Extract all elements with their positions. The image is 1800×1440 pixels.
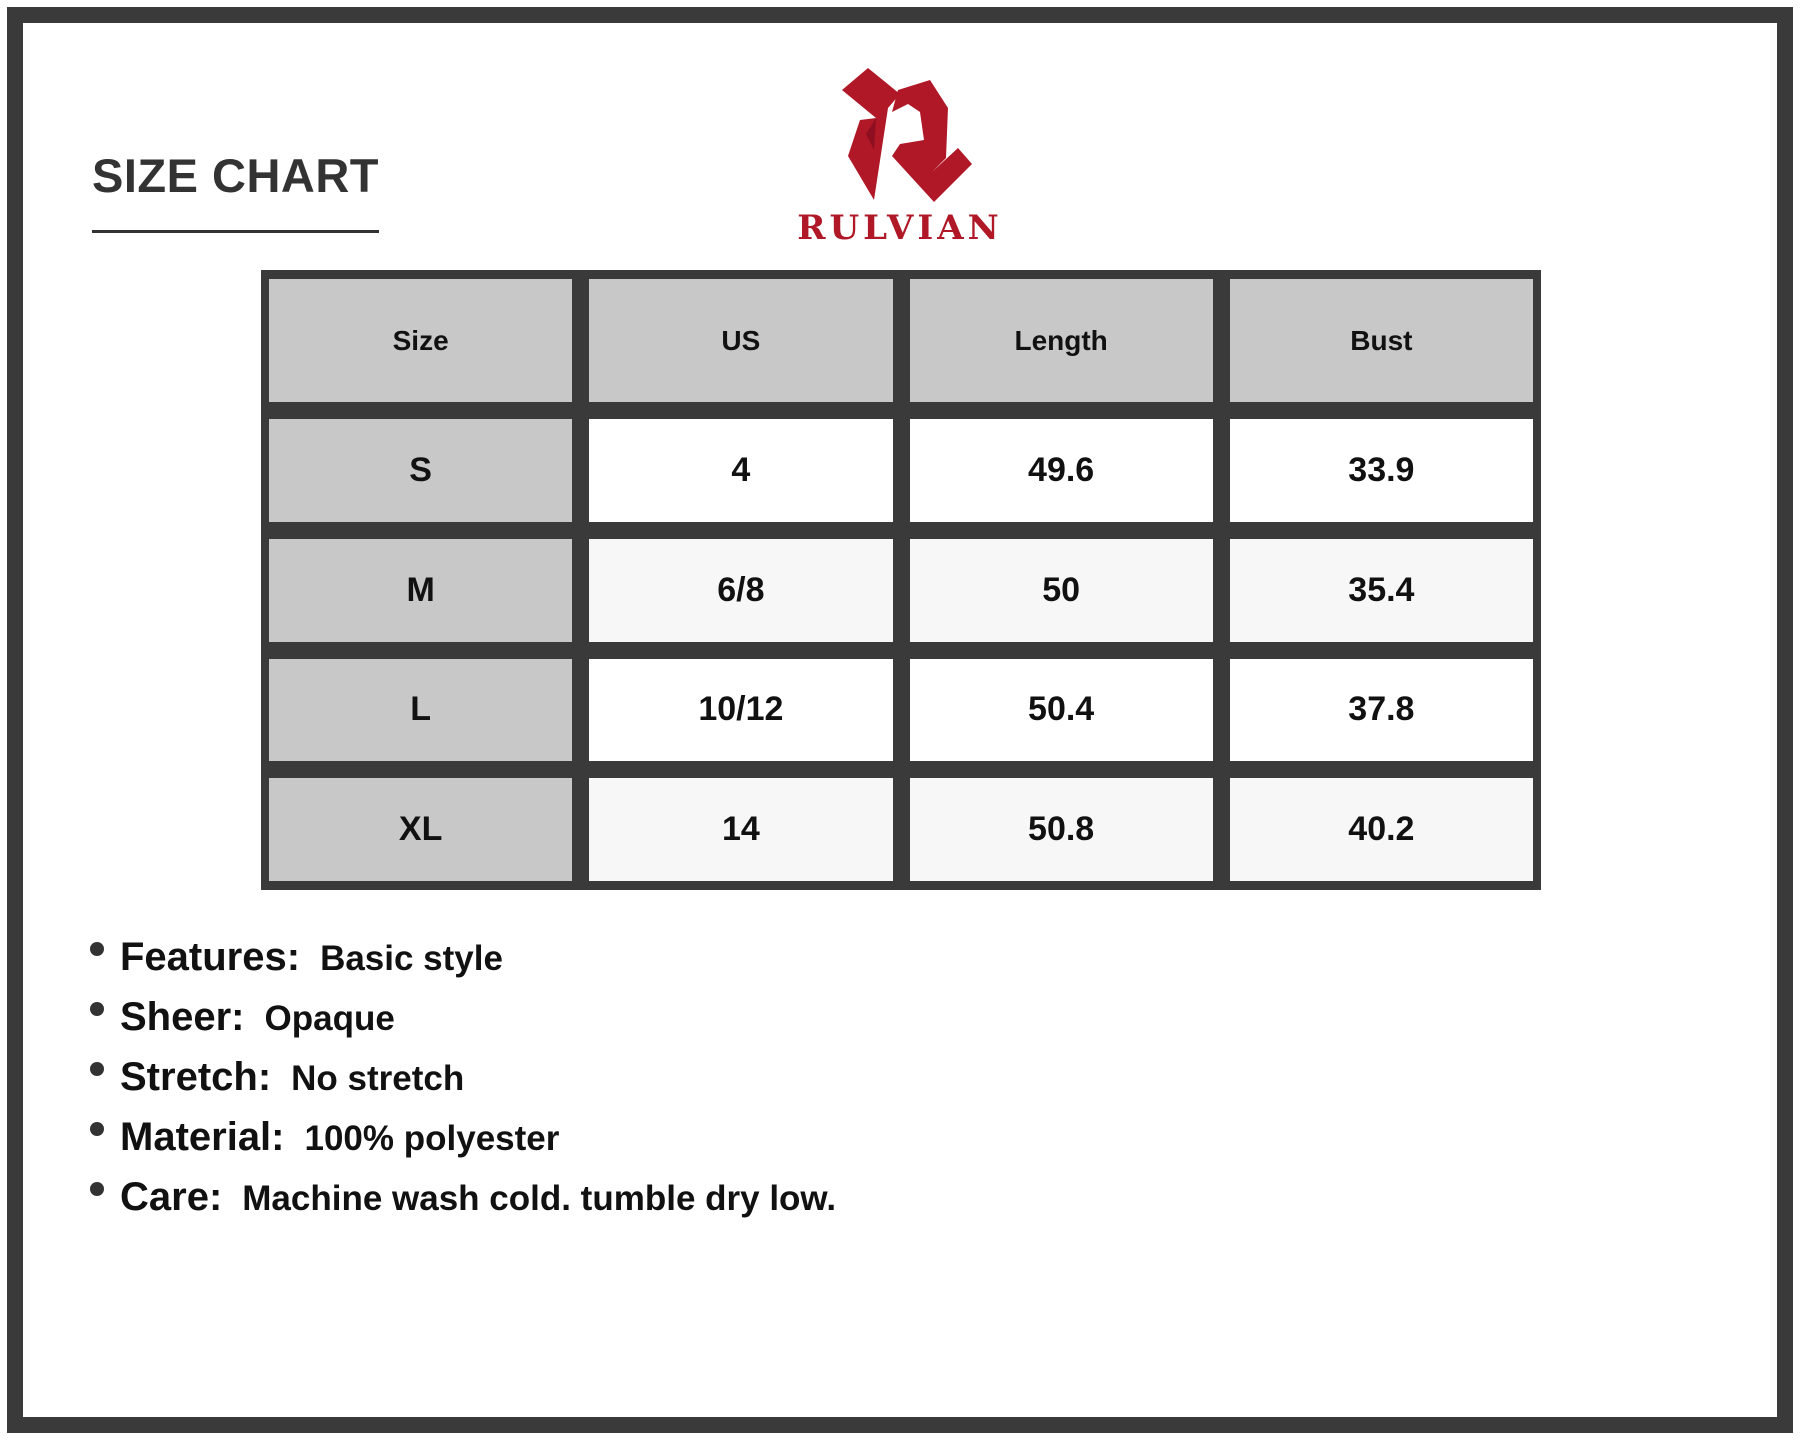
header-us: US [589,279,893,402]
cell-length: 50.4 [909,658,1213,762]
cell-us: 4 [589,419,893,522]
cell-us: 14 [589,778,893,881]
header-bust: Bust [1229,279,1533,402]
cell-length: 50.8 [909,778,1213,881]
cell-size: M [269,538,573,642]
spec-label: Features: [120,935,301,979]
spec-value: Basic style [320,939,503,978]
size-chart-table: Size US Length Bust S 4 49.6 33.9 M 6/8 … [261,270,1541,890]
bullet-icon [90,942,104,956]
spec-features: Features: Basic style [90,935,836,995]
cell-length: 50 [909,538,1213,642]
spec-label: Care: [120,1175,223,1219]
spec-label: Material: [120,1115,285,1159]
cell-length: 49.6 [909,419,1213,522]
rulvian-r-logo-icon [842,68,972,202]
cell-size: L [269,658,573,762]
spec-care: Care: Machine wash cold. tumble dry low. [90,1175,836,1235]
spec-value: Opaque [264,999,395,1038]
cell-bust: 40.2 [1229,778,1533,881]
spec-stretch: Stretch: No stretch [90,1055,836,1115]
cell-bust: 37.8 [1229,658,1533,762]
product-specs-list: Features: Basic style Sheer: Opaque Stre… [90,935,836,1235]
bullet-icon [90,1122,104,1136]
spec-value: Machine wash cold. tumble dry low. [242,1179,837,1218]
bullet-icon [90,1062,104,1076]
cell-size: S [269,419,573,522]
spec-material: Material: 100% polyester [90,1115,836,1175]
page-frame [7,7,1793,1433]
bullet-icon [90,1002,104,1016]
cell-us: 10/12 [589,658,893,762]
cell-bust: 33.9 [1229,419,1533,522]
header-size: Size [269,279,573,402]
spec-value: No stretch [291,1059,465,1098]
brand-name: RULVIAN [797,208,1003,248]
brand-logo: RULVIAN [780,60,1020,250]
cell-bust: 35.4 [1229,538,1533,642]
spec-label: Stretch: [120,1055,272,1099]
header-length: Length [909,279,1213,402]
spec-sheer: Sheer: Opaque [90,995,836,1055]
cell-size: XL [269,778,573,881]
title-underline [92,230,379,233]
spec-label: Sheer: [120,995,245,1039]
spec-value: 100% polyester [304,1119,560,1158]
page-title: SIZE CHART [92,149,379,202]
cell-us: 6/8 [589,538,893,642]
bullet-icon [90,1182,104,1196]
